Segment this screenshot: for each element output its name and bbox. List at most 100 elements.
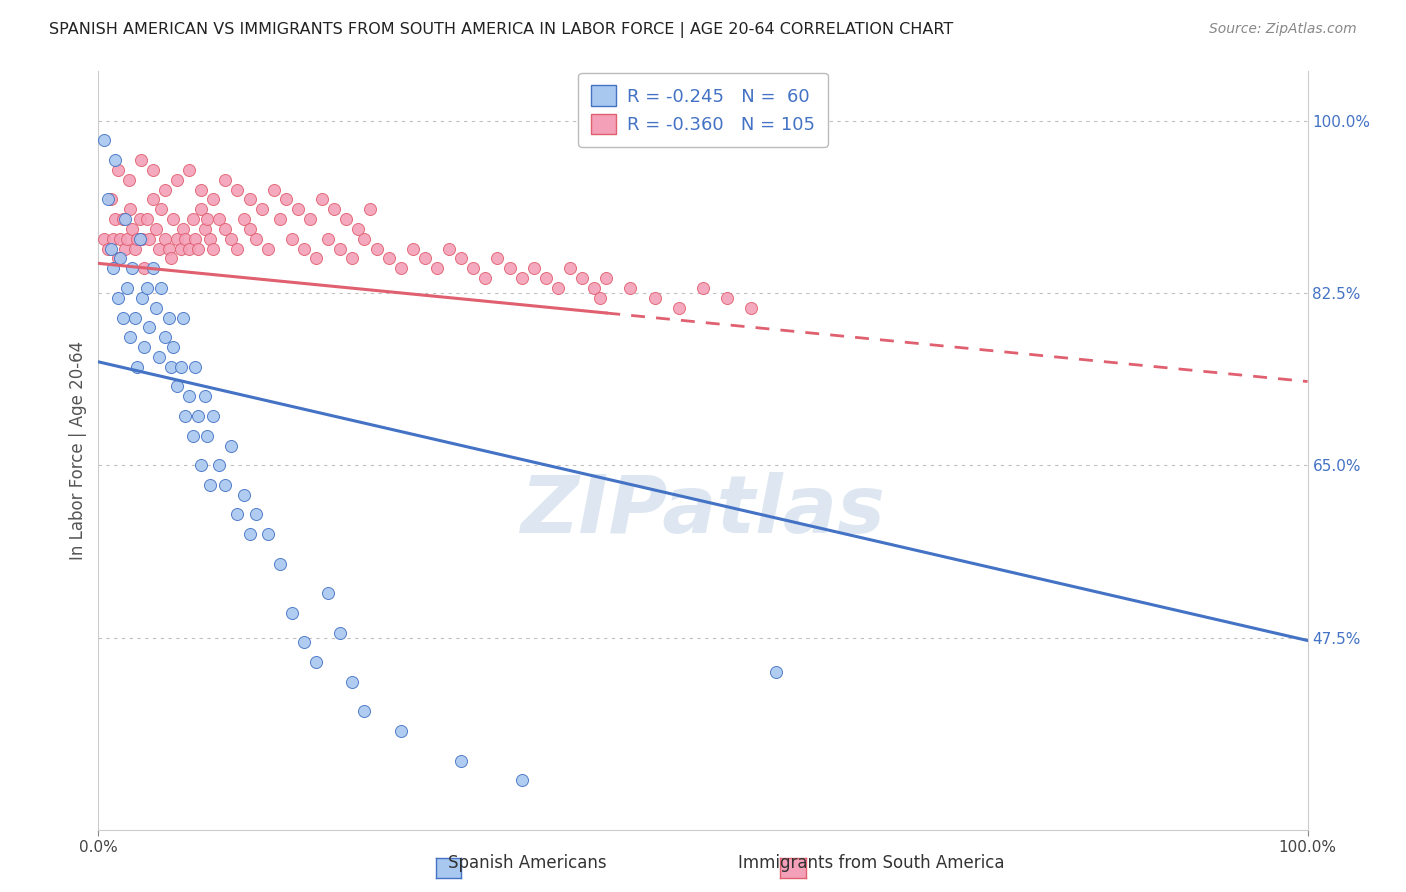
Point — [202, 193, 225, 207]
Point — [134, 261, 156, 276]
Point — [583, 281, 606, 295]
Point — [413, 252, 436, 266]
Point — [305, 655, 328, 669]
Point — [450, 754, 472, 768]
Point — [93, 232, 115, 246]
Point — [157, 310, 180, 325]
Point — [190, 458, 212, 473]
Point — [202, 242, 225, 256]
Point — [153, 232, 176, 246]
Point — [316, 232, 339, 246]
Point — [287, 202, 309, 217]
Point — [121, 222, 143, 236]
Point — [179, 162, 201, 177]
Y-axis label: In Labor Force | Age 20-64: In Labor Force | Age 20-64 — [69, 341, 87, 560]
Point — [145, 301, 167, 315]
Point — [131, 291, 153, 305]
Point — [166, 232, 188, 246]
Point — [426, 261, 449, 276]
Point — [166, 379, 188, 393]
Point — [101, 261, 124, 276]
Point — [114, 212, 136, 227]
Point — [463, 261, 485, 276]
Point — [190, 182, 212, 196]
Point — [142, 261, 165, 276]
Point — [716, 291, 738, 305]
Point — [190, 202, 212, 217]
Point — [274, 193, 297, 207]
Legend: R = -0.245   N =  60, R = -0.360   N = 105: R = -0.245 N = 60, R = -0.360 N = 105 — [578, 73, 828, 147]
Point — [347, 222, 370, 236]
Point — [198, 478, 221, 492]
Point — [118, 202, 141, 217]
Point — [181, 428, 204, 442]
Point — [510, 271, 533, 285]
Point — [166, 172, 188, 186]
Point — [174, 409, 197, 423]
Point — [377, 252, 399, 266]
Point — [202, 409, 225, 423]
Point — [250, 202, 273, 217]
Point — [101, 232, 124, 246]
Point — [150, 281, 173, 295]
Point — [221, 438, 243, 452]
Point — [135, 281, 157, 295]
Point — [226, 242, 249, 256]
Point — [534, 271, 557, 285]
Point — [360, 202, 382, 217]
Point — [131, 232, 153, 246]
Point — [172, 310, 194, 325]
Point — [239, 193, 262, 207]
Point — [342, 674, 364, 689]
Point — [389, 261, 412, 276]
Text: SPANISH AMERICAN VS IMMIGRANTS FROM SOUTH AMERICA IN LABOR FORCE | AGE 20-64 COR: SPANISH AMERICAN VS IMMIGRANTS FROM SOUT… — [49, 22, 953, 38]
Point — [316, 586, 339, 600]
Point — [389, 724, 412, 739]
Point — [108, 252, 131, 266]
Point — [107, 291, 129, 305]
Point — [162, 340, 184, 354]
Point — [153, 182, 176, 196]
Point — [169, 242, 191, 256]
Point — [195, 212, 218, 227]
Point — [245, 232, 267, 246]
Point — [198, 232, 221, 246]
Point — [269, 212, 291, 227]
Point — [114, 242, 136, 256]
Point — [174, 232, 197, 246]
Point — [150, 202, 173, 217]
Point — [160, 252, 183, 266]
Point — [692, 281, 714, 295]
Point — [239, 527, 262, 541]
Point — [281, 606, 304, 620]
Point — [111, 310, 134, 325]
Point — [135, 212, 157, 227]
Point — [329, 625, 352, 640]
Point — [111, 212, 134, 227]
Point — [214, 172, 236, 186]
Point — [353, 705, 375, 719]
Point — [153, 330, 176, 344]
Point — [668, 301, 690, 315]
Point — [118, 330, 141, 344]
Point — [323, 202, 346, 217]
Point — [269, 557, 291, 571]
Point — [329, 242, 352, 256]
Point — [104, 153, 127, 167]
Point — [107, 162, 129, 177]
Point — [510, 773, 533, 788]
Point — [595, 271, 617, 285]
Point — [299, 212, 322, 227]
Point — [195, 428, 218, 442]
Point — [292, 635, 315, 649]
Point — [93, 133, 115, 147]
Point — [498, 261, 520, 276]
Point — [740, 301, 762, 315]
Point — [474, 271, 496, 285]
Point — [486, 252, 509, 266]
Point — [208, 212, 231, 227]
Point — [342, 252, 364, 266]
Point — [619, 281, 641, 295]
Point — [181, 212, 204, 227]
Point — [117, 232, 139, 246]
